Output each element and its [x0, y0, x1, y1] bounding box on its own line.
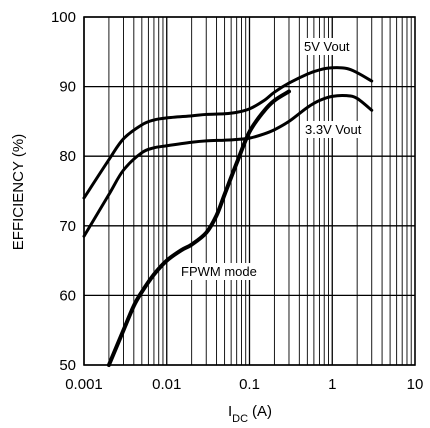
- y-tick-label: 60: [59, 287, 76, 304]
- series-line-5v-vout: [82, 66, 374, 200]
- x-axis-title-main: I: [228, 403, 232, 420]
- annotation-background: [179, 263, 259, 280]
- series-line-3-3v-vout: [82, 93, 374, 238]
- x-tick-label: 1: [328, 376, 336, 393]
- y-axis-title: EFFICIENCY (%): [10, 134, 27, 250]
- y-tick-label: 100: [51, 9, 76, 26]
- y-tick-label: 80: [59, 148, 76, 165]
- annotation-5v-vout: 5V Vout: [304, 39, 350, 54]
- x-tick-label: 0.01: [152, 376, 181, 393]
- series-line-fpwm-mode: [106, 89, 291, 367]
- plot-frame: [83, 16, 416, 366]
- annotation-background: [302, 38, 352, 55]
- x-axis-title: IDC (A): [228, 403, 272, 425]
- y-tick-label: 50: [59, 357, 76, 374]
- x-tick-label: 10: [407, 376, 424, 393]
- series-group: [82, 66, 374, 367]
- x-axis-title-subscript: DC: [232, 413, 248, 425]
- annotation-3-3v-vout: 3.3V Vout: [305, 122, 362, 137]
- x-tick-label: 0.001: [65, 376, 103, 393]
- tick-labels: 0.001 0.01 0.1 1 10 50 60 70 80 90 100: [51, 9, 423, 393]
- annotation-background: [303, 121, 364, 138]
- y-tick-label: 70: [59, 218, 76, 235]
- x-axis-title-unit: (A): [252, 403, 272, 420]
- y-tick-label: 90: [59, 79, 76, 96]
- x-tick-label: 0.1: [239, 376, 260, 393]
- annotation-fpwm-mode: FPWM mode: [181, 264, 257, 279]
